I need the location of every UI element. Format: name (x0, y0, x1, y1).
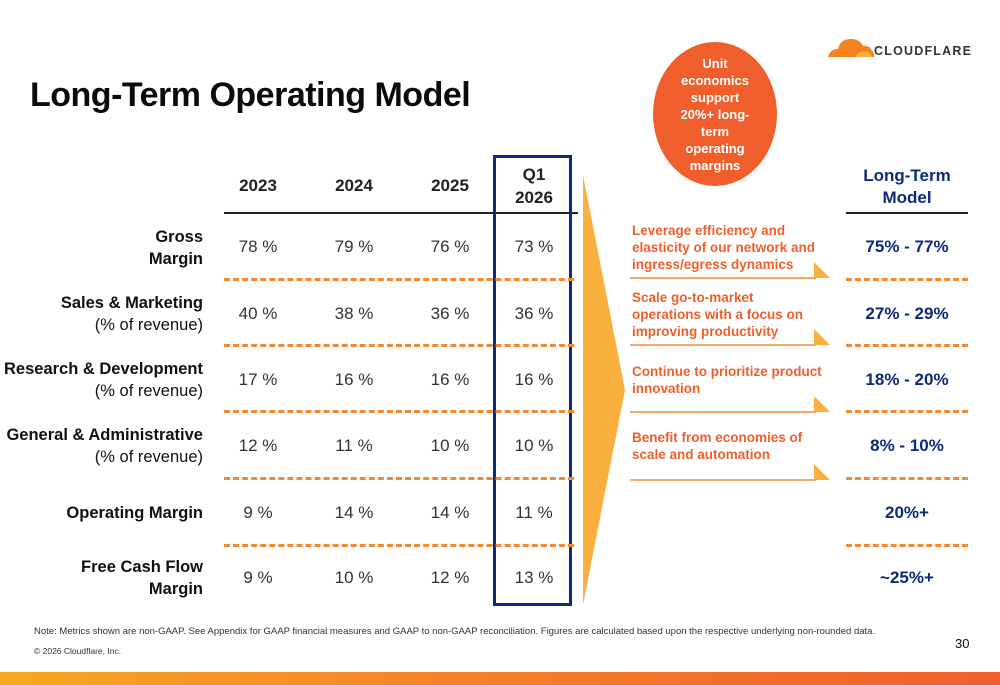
col-header-2023: 2023 (239, 176, 277, 195)
table-cell: 79 % (334, 237, 374, 256)
row-label-line2: Margin (148, 250, 203, 268)
row-divider (224, 344, 574, 347)
long-term-divider (846, 544, 968, 547)
note-network-efficiency: Leverage efficiency and elasticity of ou… (632, 223, 816, 272)
footer-gradient-bar (0, 672, 1000, 685)
callout-bubble: Unit economics support 20%+ long-term op… (653, 42, 777, 186)
col-header-q1-line1: Q1 (522, 165, 546, 184)
long-term-divider (846, 410, 968, 413)
row-label-line1: Gross (155, 228, 203, 246)
table-cell: 36 % (430, 304, 470, 323)
long-term-divider (846, 344, 968, 347)
callout-text: Unit economics support 20%+ long-term op… (680, 55, 750, 173)
table-cell: 12 % (430, 568, 470, 587)
col-header-q1-line2: 2026 (515, 188, 553, 207)
long-term-model-header: Long-Term Model (846, 165, 968, 209)
footnote: Note: Metrics shown are non-GAAP. See Ap… (34, 626, 876, 637)
col-header-2025: 2025 (431, 176, 469, 195)
cloudflare-logo (828, 39, 874, 57)
note-product-innovation: Continue to prioritize product innovatio… (632, 364, 822, 396)
table-cell: 12 % (238, 436, 278, 455)
header-rule (224, 212, 578, 214)
table-cell: 38 % (334, 304, 374, 323)
page-title: Long-Term Operating Model (30, 76, 471, 114)
row-divider (224, 477, 574, 480)
long-term-divider (846, 278, 968, 281)
row-label-line1: Free Cash Flow (81, 558, 203, 576)
table-cell: 10 % (514, 436, 554, 455)
row-label-free-cash-flow: Free Cash Flow Margin (0, 556, 203, 600)
table-cell: 36 % (514, 304, 554, 323)
chevron-arrow-icon (583, 175, 625, 605)
row-divider (224, 410, 574, 413)
page-number: 30 (955, 636, 970, 651)
col-header-2024: 2024 (335, 176, 373, 195)
logo-text: CLOUDFLARE (874, 44, 973, 58)
row-label-line1: Sales & Marketing (60, 294, 203, 312)
long-term-divider (846, 477, 968, 480)
long-term-value: 18% - 20% (865, 370, 949, 389)
row-label-gross-margin: Gross Margin (0, 226, 203, 270)
row-divider (224, 278, 574, 281)
table-cell: 9 % (243, 503, 273, 522)
table-cell: 9 % (243, 568, 273, 587)
table-cell: 40 % (238, 304, 278, 323)
note-arrow-icon (630, 329, 830, 346)
row-label-line2: Margin (148, 580, 203, 598)
table-cell: 16 % (334, 370, 374, 389)
table-cell: 76 % (430, 237, 470, 256)
long-term-header-line2: Model (882, 188, 932, 207)
table-cell: 16 % (430, 370, 470, 389)
long-term-value: 27% - 29% (865, 304, 949, 323)
note-economies-of-scale: Benefit from economies of scale and auto… (632, 430, 803, 462)
long-term-value: 75% - 77% (865, 237, 949, 256)
row-label-line1: Research & Development (4, 360, 203, 378)
long-term-value: 20%+ (885, 503, 929, 522)
note-arrow-icon (630, 262, 830, 279)
row-label-sales-marketing: Sales & Marketing (% of revenue) (0, 292, 203, 336)
col-header-q1-2026: Q1 2026 (494, 163, 574, 209)
long-term-header-rule (846, 212, 968, 214)
table-cell: 13 % (514, 568, 554, 587)
row-label-line1: General & Administrative (6, 426, 203, 444)
row-label-line2: (% of revenue) (94, 316, 203, 334)
table-cell: 73 % (514, 237, 554, 256)
q1-highlight-box (493, 155, 572, 606)
table-cell: 10 % (430, 436, 470, 455)
table-cell: 14 % (430, 503, 470, 522)
row-label-general-administrative: General & Administrative (% of revenue) (0, 424, 203, 468)
note-arrow-icon (630, 396, 830, 413)
row-label-line1: Operating Margin (66, 504, 203, 522)
long-term-value: 8% - 10% (870, 436, 944, 455)
table-cell: 14 % (334, 503, 374, 522)
table-cell: 16 % (514, 370, 554, 389)
row-label-line2: (% of revenue) (94, 382, 203, 400)
row-label-research-development: Research & Development (% of revenue) (0, 358, 203, 402)
note-arrow-icon (630, 464, 830, 481)
table-cell: 17 % (238, 370, 278, 389)
table-cell: 10 % (334, 568, 374, 587)
row-label-operating-margin: Operating Margin (0, 502, 203, 524)
row-label-line2: (% of revenue) (94, 448, 203, 466)
table-cell: 78 % (238, 237, 278, 256)
table-cell: 11 % (335, 436, 373, 455)
row-divider (224, 544, 574, 547)
table-cell: 11 % (515, 503, 553, 522)
copyright: © 2026 Cloudflare, Inc. (34, 646, 122, 656)
long-term-header-line1: Long-Term (863, 166, 951, 185)
note-go-to-market: Scale go-to-market operations with a foc… (632, 290, 804, 339)
long-term-value: ~25%+ (880, 568, 934, 587)
